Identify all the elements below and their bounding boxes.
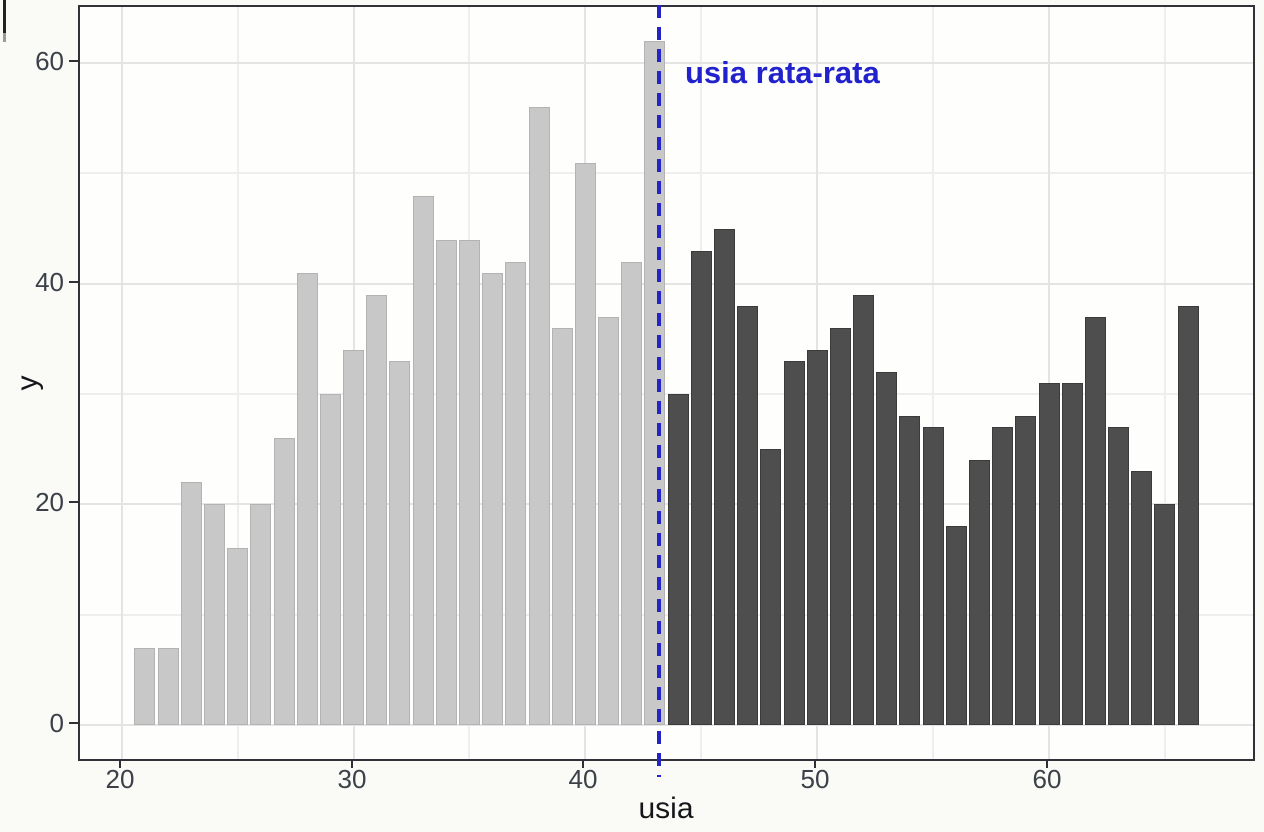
histogram-bar bbox=[366, 294, 388, 725]
histogram-bar bbox=[574, 162, 596, 725]
histogram-bar bbox=[598, 316, 620, 725]
histogram-bar bbox=[853, 294, 875, 725]
histogram-bar bbox=[1108, 427, 1130, 725]
histogram-bar bbox=[319, 394, 341, 725]
x-major-gridline bbox=[120, 7, 123, 759]
histogram-bar bbox=[690, 250, 712, 725]
x-tick-label: 20 bbox=[105, 764, 135, 794]
histogram-bar bbox=[1154, 504, 1176, 725]
x-tick-label: 40 bbox=[568, 764, 598, 794]
x-axis-tick bbox=[351, 759, 353, 768]
histogram-bar bbox=[227, 548, 249, 725]
histogram-bar bbox=[389, 360, 411, 725]
histogram-bar bbox=[296, 272, 318, 725]
histogram-bar bbox=[945, 526, 967, 725]
histogram-bar bbox=[899, 416, 921, 725]
histogram-bar bbox=[157, 647, 179, 725]
x-axis-tick bbox=[1046, 759, 1048, 768]
histogram-bar bbox=[1061, 383, 1083, 725]
y-tick-label: 40 bbox=[35, 267, 64, 297]
y-major-gridline bbox=[80, 62, 1253, 65]
plot-panel bbox=[78, 5, 1255, 761]
x-minor-gridline bbox=[932, 7, 935, 759]
histogram-bar bbox=[714, 228, 735, 725]
mean-vline bbox=[657, 5, 661, 777]
histogram-bar bbox=[1177, 305, 1199, 725]
mean-annotation-label: usia rata-rata bbox=[685, 55, 880, 90]
x-tick-label: 60 bbox=[1032, 764, 1062, 794]
histogram-bar bbox=[180, 482, 202, 725]
y-axis-tick bbox=[69, 722, 78, 724]
histogram-bar bbox=[992, 427, 1014, 725]
y-axis-tick bbox=[69, 281, 78, 283]
histogram-bar bbox=[806, 349, 828, 725]
histogram-bar bbox=[783, 360, 805, 725]
y-major-gridline bbox=[80, 282, 1253, 285]
histogram-bar bbox=[204, 504, 225, 725]
x-axis-tick bbox=[582, 759, 584, 768]
histogram-bar bbox=[621, 261, 643, 725]
x-tick-label: 50 bbox=[800, 764, 830, 794]
histogram-bar bbox=[412, 195, 434, 725]
histogram-bar bbox=[760, 449, 782, 725]
histogram-bar bbox=[482, 272, 504, 725]
y-minor-gridline bbox=[80, 172, 1253, 175]
histogram-bar bbox=[551, 327, 573, 725]
x-axis-title: usia bbox=[638, 792, 694, 825]
histogram-bar bbox=[969, 460, 990, 725]
histogram-bar bbox=[343, 349, 365, 725]
histogram-bar bbox=[273, 438, 295, 725]
y-tick-label: 20 bbox=[35, 487, 64, 517]
histogram-bar bbox=[1015, 416, 1037, 725]
histogram-bar bbox=[1131, 471, 1153, 725]
x-axis-tick bbox=[119, 759, 121, 768]
histogram-bar bbox=[829, 327, 851, 725]
y-axis-title: y bbox=[11, 375, 44, 391]
histogram-bar bbox=[667, 394, 689, 725]
y-major-gridline bbox=[80, 723, 1253, 726]
histogram-bar bbox=[1038, 383, 1060, 725]
y-major-gridline bbox=[80, 503, 1253, 506]
y-tick-label: 0 bbox=[49, 708, 64, 738]
x-tick-label: 30 bbox=[337, 764, 367, 794]
histogram-bar bbox=[1084, 316, 1106, 725]
histogram-bar bbox=[644, 41, 666, 725]
y-axis-tick bbox=[69, 60, 78, 62]
histogram-bar bbox=[250, 504, 272, 725]
histogram-bar bbox=[876, 372, 898, 725]
x-minor-gridline bbox=[1163, 7, 1166, 759]
y-tick-label: 60 bbox=[35, 46, 64, 76]
histogram-bar bbox=[737, 305, 759, 725]
histogram-bar bbox=[505, 261, 527, 725]
histogram-bar bbox=[528, 107, 550, 725]
screen-edge-artifact bbox=[3, 33, 6, 42]
y-minor-gridline bbox=[80, 613, 1253, 616]
y-axis-tick bbox=[69, 501, 78, 503]
histogram-bar bbox=[134, 647, 156, 725]
histogram-bar bbox=[459, 239, 480, 725]
x-axis-tick bbox=[814, 759, 816, 768]
histogram-bar bbox=[435, 239, 457, 725]
histogram-bar bbox=[922, 427, 944, 725]
screen-edge-artifact bbox=[3, 0, 6, 33]
y-minor-gridline bbox=[80, 393, 1253, 396]
plot-area bbox=[80, 7, 1253, 759]
x-minor-gridline bbox=[236, 7, 239, 759]
